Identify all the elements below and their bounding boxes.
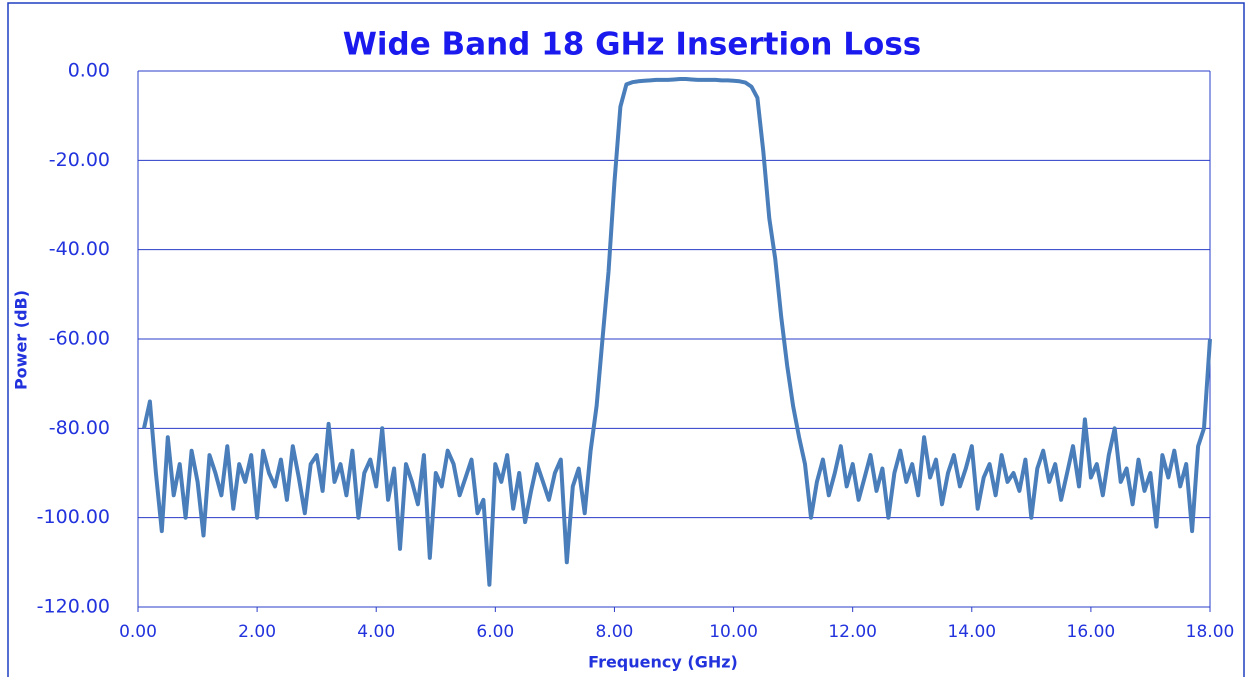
x-tick-label: 14.00 (947, 622, 996, 642)
chart-title: Wide Band 18 GHz Insertion Loss (343, 27, 922, 63)
y-axis-label: Power (dB) (12, 290, 31, 390)
y-tick-label: 0.00 (68, 60, 110, 82)
x-axis-label: Frequency (GHz) (588, 653, 738, 672)
x-tick-label: 18.00 (1186, 622, 1235, 642)
data-line (142, 77, 1212, 587)
x-tick-label: 4.00 (357, 622, 395, 642)
x-tick-label: 16.00 (1067, 622, 1116, 642)
x-tick-label: 12.00 (828, 622, 877, 642)
y-tick-label: -100.00 (37, 506, 110, 528)
y-tick-label: -80.00 (49, 417, 110, 439)
x-tick-label: 6.00 (476, 622, 514, 642)
y-tick-label: -40.00 (49, 238, 110, 260)
x-tick-label: 10.00 (709, 622, 758, 642)
y-tick-label: -120.00 (37, 596, 110, 618)
x-tick-label: 8.00 (596, 622, 634, 642)
chart-border (7, 2, 1245, 681)
y-tick-label: -20.00 (49, 149, 110, 171)
x-tick-label: 0.00 (119, 622, 157, 642)
x-tick-label: 2.00 (238, 622, 276, 642)
y-tick-label: -60.00 (49, 328, 110, 350)
